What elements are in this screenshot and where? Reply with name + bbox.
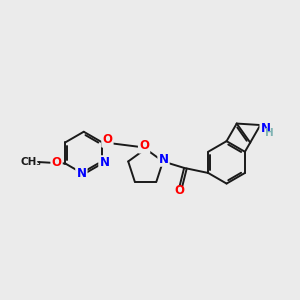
Text: O: O <box>102 134 112 146</box>
Text: N: N <box>100 157 110 169</box>
Text: H: H <box>265 128 274 138</box>
Text: N: N <box>76 167 86 180</box>
Text: CH₃: CH₃ <box>20 157 41 167</box>
Text: N: N <box>261 122 271 135</box>
Text: N: N <box>158 153 169 166</box>
Text: O: O <box>174 184 184 197</box>
Text: O: O <box>139 140 149 152</box>
Text: O: O <box>52 156 61 169</box>
